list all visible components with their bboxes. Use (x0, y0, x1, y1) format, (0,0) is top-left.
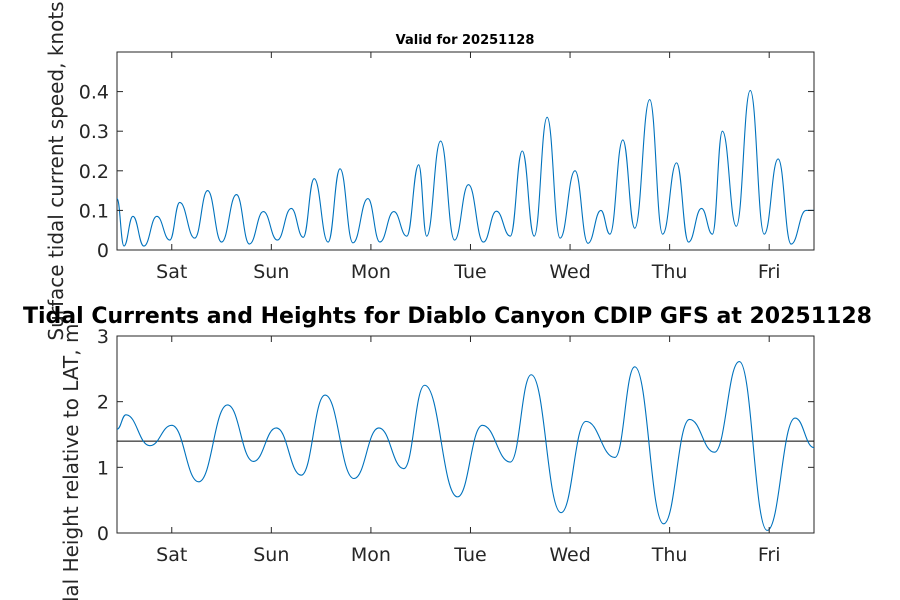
speed-x-tick-label: Mon (351, 261, 391, 283)
speed-y-axis-label: Surface tidal current speed, knots (44, 1, 68, 340)
speed-series-line (116, 89, 814, 247)
speed-x-tick-label: Tue (453, 261, 486, 283)
height-x-tick-label: Mon (351, 544, 391, 566)
speed-x-tick-label: Fri (758, 261, 781, 283)
speed-x-tick-label: Thu (651, 261, 688, 283)
height-x-tick-label: Tue (453, 544, 486, 566)
height-x-tick-label: Sun (253, 544, 289, 566)
speed-x-tick-label: Wed (549, 261, 590, 283)
height-x-tick-label: Thu (651, 544, 688, 566)
height-y-tick-label: 3 (97, 326, 109, 348)
speed-axes-frame (116, 51, 815, 251)
height-y-tick-label: 1 (97, 457, 109, 479)
speed-y-tick-label: 0.3 (79, 121, 109, 143)
height-y-tick-label: 2 (97, 392, 109, 414)
height-x-tick-label: Sat (156, 544, 187, 566)
speed-x-tick-label: Sat (156, 261, 187, 283)
speed-x-tick-label: Sun (253, 261, 289, 283)
height-series-line (116, 361, 815, 531)
speed-y-tick-label: 0.4 (79, 82, 109, 104)
height-y-axis-label: Tidal Height relative to LAT, m (59, 324, 83, 600)
speed-y-tick-label: 0.1 (79, 200, 109, 222)
height-y-tick-label: 0 (97, 523, 109, 545)
speed-chart-title: Valid for 20251128 (396, 33, 535, 48)
speed-y-tick-label: 0.2 (79, 161, 109, 183)
height-x-tick-label: Fri (758, 544, 781, 566)
height-x-tick-label: Wed (549, 544, 590, 566)
speed-panel: 0 0.1 0.2 0.3 0.4 Sat Sun Mon Tue Wed Thu Fri Vali… (44, 1, 815, 341)
figure-main-title: Tidal Currents and Heights for Diablo Ca… (23, 304, 872, 329)
height-axes-frame (116, 335, 815, 534)
height-panel: 0 1 2 3 Sat Sun Mon Tue Wed Thu Fri Tidal Height … (59, 324, 815, 600)
speed-y-tick-label: 0 (97, 240, 109, 262)
